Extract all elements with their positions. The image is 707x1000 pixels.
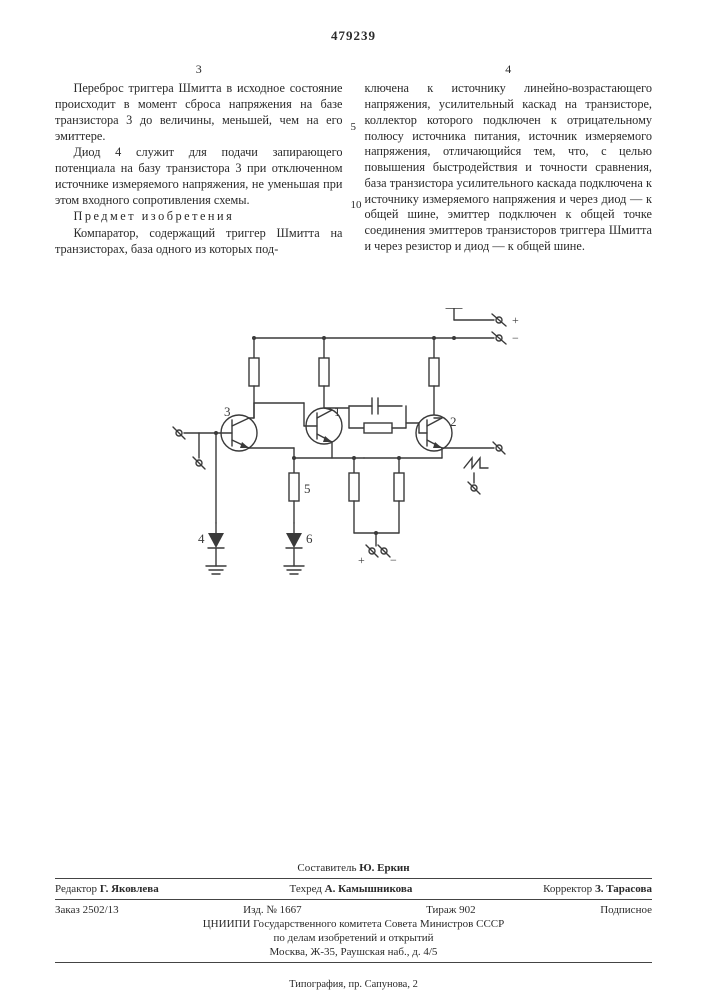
page: 479239 3 Переброс триггера Шмитта в исхо… <box>0 0 707 1000</box>
label-d4: 4 <box>198 531 205 546</box>
left-column: 3 Переброс триггера Шмитта в исходное со… <box>55 62 343 258</box>
label-t3: 3 <box>224 404 231 419</box>
circuit-diagram: − + <box>154 308 554 608</box>
edition-number: Изд. № 1667 <box>243 904 301 916</box>
footer-block: Составитель Ю. Еркин Редактор Г. Яковлев… <box>55 861 652 966</box>
left-para-2: Диод 4 служит для подачи запирающего пот… <box>55 145 343 208</box>
tech-editor: Техред А. Камышникова <box>290 883 413 895</box>
compiler-line: Составитель Ю. Еркин <box>55 861 652 875</box>
two-column-body: 3 Переброс триггера Шмитта в исходное со… <box>55 62 652 258</box>
editor: Редактор Г. Яковлева <box>55 883 159 895</box>
left-column-number: 3 <box>55 62 343 77</box>
publisher-org-1: ЦНИИПИ Государственного комитета Совета … <box>55 917 652 931</box>
credits-row: Редактор Г. Яковлева Техред А. Камышнико… <box>55 882 652 896</box>
right-column: 4 5 10 ключена к источнику линейно-возра… <box>365 62 653 258</box>
print-info-row: Заказ 2502/13 Изд. № 1667 Тираж 902 Подп… <box>55 903 652 917</box>
label-t1: 1 <box>334 404 341 419</box>
margin-mark-5: 5 <box>351 120 357 134</box>
order-number: Заказ 2502/13 <box>55 904 119 916</box>
right-para-1: ключена к источнику линейно-возрастающег… <box>365 81 653 254</box>
label-d6: 6 <box>306 531 313 546</box>
svg-text:−: − <box>512 331 519 345</box>
subscription: Подписное <box>600 904 652 916</box>
compiler-label: Составитель <box>297 862 356 874</box>
publisher-address: Москва, Ж-35, Раушская наб., д. 4/5 <box>55 945 652 959</box>
press-line: Типография, пр. Сапунова, 2 <box>0 979 707 990</box>
compiler-name: Ю. Еркин <box>359 862 409 874</box>
svg-text:+: + <box>512 313 519 327</box>
svg-text:−: − <box>390 553 397 567</box>
right-column-number: 4 <box>365 62 653 77</box>
corrector: Корректор З. Тарасова <box>543 883 652 895</box>
left-para-1: Переброс триггера Шмитта в исходное сост… <box>55 81 343 144</box>
svg-text:+: + <box>358 553 365 567</box>
document-number: 479239 <box>55 28 652 44</box>
subject-heading-text: Предмет изобретения <box>73 209 234 223</box>
subject-heading: Предмет изобретения <box>55 209 343 225</box>
label-r5: 5 <box>304 481 311 496</box>
circulation: Тираж 902 <box>426 904 476 916</box>
left-para-3: Компаратор, содержащий триггер Шмитта на… <box>55 226 343 257</box>
margin-mark-10: 10 <box>351 198 362 212</box>
circuit-diagram-container: − + <box>55 308 652 608</box>
publisher-org-2: по делам изобретений и открытий <box>55 931 652 945</box>
label-t2: 2 <box>450 414 457 429</box>
